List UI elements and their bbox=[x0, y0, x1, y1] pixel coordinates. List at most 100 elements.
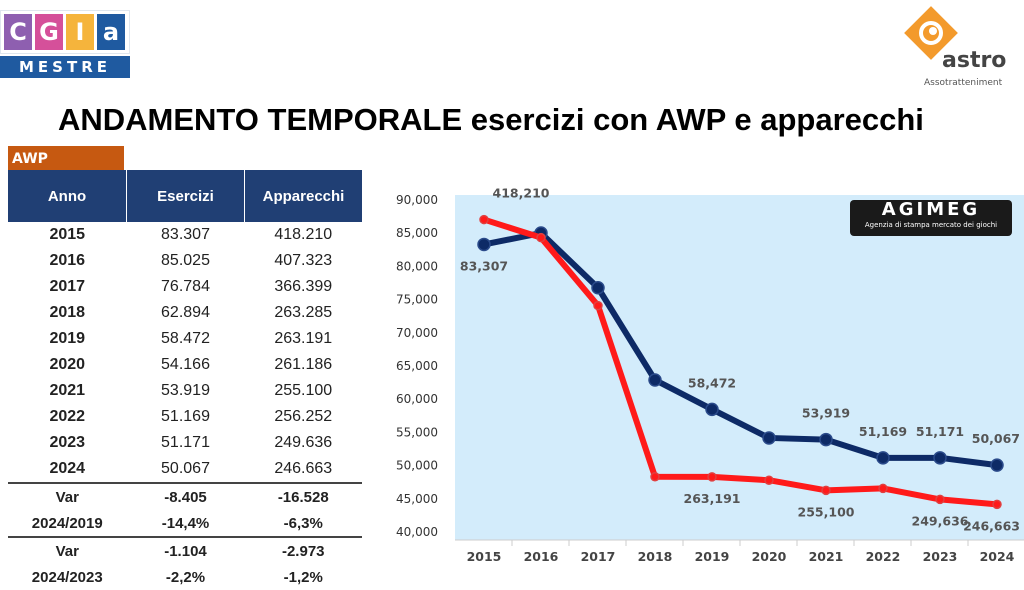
table-row: 2018 62.894 263.285 bbox=[8, 300, 362, 326]
logo-letter: C bbox=[4, 14, 32, 50]
data-label: 51,169 bbox=[859, 424, 907, 439]
x-tick-label: 2022 bbox=[866, 549, 901, 564]
y-tick-label: 55,000 bbox=[396, 425, 438, 439]
cell-anno: 2022 bbox=[49, 408, 86, 425]
agimeg-subtitle: Agenzia di stampa mercato dei giochi bbox=[864, 221, 998, 229]
cell-anno: 2017 bbox=[49, 278, 86, 295]
table-row-var-2023: Var -1.104 -2.973 bbox=[8, 536, 362, 564]
logo-letter: a bbox=[97, 14, 125, 50]
table-row: 2019 58.472 263.191 bbox=[8, 326, 362, 352]
data-label: 246,663 bbox=[963, 518, 1020, 533]
cell-apparecchi: 249.636 bbox=[274, 434, 333, 451]
cell-anno: 2021 bbox=[49, 382, 86, 399]
data-point-apparecchi bbox=[479, 214, 489, 225]
cell-anno: 2015 bbox=[49, 226, 86, 243]
cell-anno: 2024 bbox=[49, 460, 86, 477]
y-tick-label: 45,000 bbox=[396, 492, 438, 506]
table-row: 2023 51.171 249.636 bbox=[8, 430, 362, 456]
astro-subtitle: Assotratteniment bbox=[924, 78, 1003, 88]
table-row: 2020 54.166 261.186 bbox=[8, 352, 362, 378]
data-point-esercizi bbox=[876, 451, 890, 465]
agimeg-wordmark: AGIMEG bbox=[881, 199, 981, 220]
header-apparecchi: Apparecchi bbox=[244, 170, 362, 222]
awp-tag: AWP bbox=[8, 146, 124, 170]
cell-anno: 2018 bbox=[49, 304, 86, 321]
table-row: 2017 76.784 366.399 bbox=[8, 274, 362, 300]
data-point-esercizi bbox=[762, 431, 776, 445]
data-label: 51,171 bbox=[916, 424, 964, 439]
table-row: 2016 85.025 407.323 bbox=[8, 248, 362, 274]
data-point-esercizi bbox=[819, 432, 833, 447]
data-point-apparecchi bbox=[992, 499, 1002, 510]
x-tick-label: 2023 bbox=[923, 549, 958, 564]
data-label: 58,472 bbox=[688, 375, 736, 390]
var-apparecchi-abs: -2.973 bbox=[244, 536, 362, 564]
data-point-esercizi bbox=[591, 281, 605, 295]
var-apparecchi-pct: -6,3% bbox=[283, 514, 323, 532]
cell-apparecchi: 418.210 bbox=[274, 226, 333, 243]
y-tick-label: 75,000 bbox=[396, 293, 438, 307]
data-label: 263,191 bbox=[684, 491, 741, 506]
cell-esercizi: 51.171 bbox=[161, 434, 210, 451]
astro-spiral-icon bbox=[904, 6, 958, 60]
y-tick-label: 40,000 bbox=[396, 525, 438, 539]
agimeg-watermark: AGIMEG Agenzia di stampa mercato dei gio… bbox=[850, 200, 1012, 236]
cell-apparecchi: 256.252 bbox=[274, 408, 333, 425]
data-point-apparecchi bbox=[764, 475, 774, 485]
data-point-apparecchi bbox=[707, 472, 717, 482]
var-period: 2024/2019 bbox=[31, 514, 103, 532]
x-tick-label: 2020 bbox=[752, 549, 787, 564]
data-point-apparecchi bbox=[593, 300, 603, 311]
header-esercizi: Esercizi bbox=[126, 170, 245, 222]
cell-esercizi: 85.025 bbox=[161, 252, 210, 269]
x-tick-label: 2016 bbox=[524, 549, 559, 564]
cell-esercizi: 58.472 bbox=[161, 330, 210, 347]
y-tick-label: 85,000 bbox=[396, 226, 438, 240]
y-tick-label: 80,000 bbox=[396, 259, 438, 273]
data-point-apparecchi bbox=[935, 494, 945, 505]
cell-apparecchi: 366.399 bbox=[274, 278, 333, 295]
logo-letter: I bbox=[66, 14, 94, 50]
cell-apparecchi: 263.191 bbox=[274, 330, 333, 347]
data-label: 249,636 bbox=[912, 513, 969, 528]
var-esercizi-abs: -1.104 bbox=[126, 536, 245, 564]
y-tick-label: 90,000 bbox=[396, 193, 438, 207]
y-tick-label: 65,000 bbox=[396, 359, 438, 373]
y-tick-label: 50,000 bbox=[396, 459, 438, 473]
var-esercizi-pct: -14,4% bbox=[161, 514, 210, 532]
cell-anno: 2016 bbox=[49, 252, 86, 269]
data-point-apparecchi bbox=[536, 232, 546, 243]
x-tick-label: 2024 bbox=[980, 549, 1015, 564]
table-row: 2021 53.919 255.100 bbox=[8, 378, 362, 404]
var-label: Var bbox=[8, 536, 127, 564]
x-tick-label: 2018 bbox=[638, 549, 673, 564]
cell-esercizi: 53.919 bbox=[161, 382, 210, 399]
x-tick-label: 2017 bbox=[581, 549, 616, 564]
cell-apparecchi: 255.100 bbox=[274, 382, 333, 399]
y-tick-label: 60,000 bbox=[396, 392, 438, 406]
x-tick-label: 2021 bbox=[809, 549, 844, 564]
cell-esercizi: 83.307 bbox=[161, 226, 210, 243]
cell-esercizi: 54.166 bbox=[161, 356, 210, 373]
var-esercizi-abs: -8.405 bbox=[126, 482, 245, 510]
table-row: 2024 50.067 246.663 bbox=[8, 456, 362, 483]
data-point-esercizi bbox=[477, 237, 491, 252]
cell-apparecchi: 261.186 bbox=[274, 356, 333, 373]
data-point-apparecchi bbox=[878, 483, 888, 494]
cell-esercizi: 76.784 bbox=[161, 278, 210, 295]
cell-esercizi: 51.169 bbox=[161, 408, 210, 425]
table-row: 2015 83.307 418.210 bbox=[8, 222, 362, 248]
x-tick-label: 2019 bbox=[695, 549, 730, 564]
logo-subtitle: MESTRE bbox=[0, 56, 130, 78]
x-tick-label: 2015 bbox=[467, 549, 502, 564]
data-point-esercizi bbox=[705, 402, 719, 417]
series-line-apparecchi bbox=[483, 216, 998, 508]
cell-anno: 2023 bbox=[49, 434, 86, 451]
astro-logo: astro Assotratteniment bbox=[880, 4, 1020, 94]
data-point-apparecchi bbox=[821, 485, 831, 496]
page-title: ANDAMENTO TEMPORALE esercizi con AWP e a… bbox=[58, 102, 924, 137]
cell-apparecchi: 407.323 bbox=[274, 252, 333, 269]
astro-wordmark: astro bbox=[942, 48, 1007, 73]
var-label: Var bbox=[8, 482, 127, 510]
logo-letter: G bbox=[35, 14, 63, 50]
